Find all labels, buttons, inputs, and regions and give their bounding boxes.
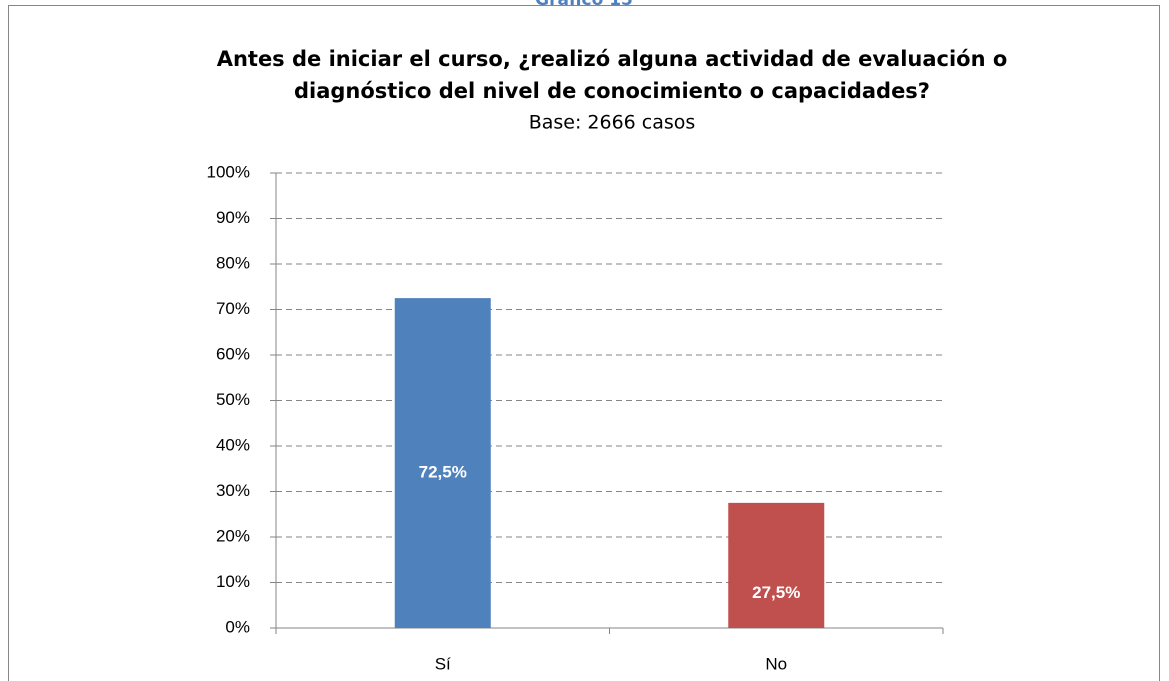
y-tick-label: 100% <box>207 162 250 181</box>
y-tick-label: 20% <box>216 526 250 545</box>
bar <box>394 298 491 628</box>
chart-subtitle: Base: 2666 casos <box>529 112 696 134</box>
y-tick-label: 90% <box>216 208 250 227</box>
y-tick-label: 70% <box>216 299 250 318</box>
data-label: 72,5% <box>419 463 467 482</box>
y-tick-label: 50% <box>216 390 250 409</box>
bar <box>728 502 825 628</box>
chart-frame <box>8 5 1160 681</box>
y-tick-label: 10% <box>216 572 250 591</box>
x-tick-label: Sí <box>435 654 451 673</box>
y-tick-label: 80% <box>216 253 250 272</box>
y-tick-label: 60% <box>216 344 250 363</box>
data-label: 27,5% <box>752 583 800 602</box>
chart-title: Antes de iniciar el curso, ¿realizó algu… <box>217 47 1008 71</box>
y-tick-label: 0% <box>225 617 250 636</box>
y-tick-label: 40% <box>216 435 250 454</box>
x-tick-label: No <box>765 654 787 673</box>
chart-title: diagnóstico del nivel de conocimiento o … <box>294 79 930 103</box>
y-tick-label: 30% <box>216 481 250 500</box>
